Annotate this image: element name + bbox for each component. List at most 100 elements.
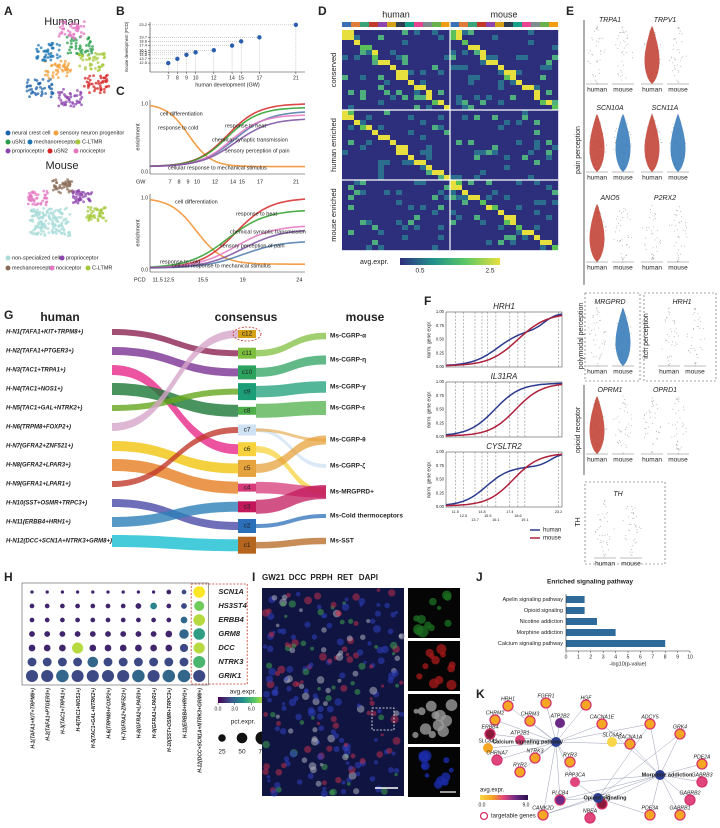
inset-signal	[433, 780, 443, 789]
heatmap-cell	[438, 150, 445, 156]
heatmap-cell	[528, 220, 535, 226]
heatmap-cell	[510, 30, 517, 36]
dot	[120, 631, 127, 637]
heatmap-cell	[438, 210, 445, 216]
umap-point	[30, 195, 34, 199]
heatmap-cell	[426, 105, 433, 111]
umap-point	[43, 223, 46, 227]
heatmap-cell	[552, 245, 559, 251]
inset-signal	[418, 752, 430, 763]
panel-letter: B	[116, 4, 125, 18]
zoom-box	[371, 707, 395, 731]
umap-point	[35, 55, 39, 59]
heatmap-cell	[546, 90, 553, 96]
heatmap-cell	[474, 85, 481, 91]
heatmap-cell	[534, 170, 541, 176]
cell-dot	[600, 50, 602, 52]
consensus-block	[238, 483, 256, 492]
heatmap-cell	[360, 85, 367, 91]
heatmap-cell	[522, 95, 529, 101]
heatmap-cell	[522, 175, 529, 181]
cluster-strip	[531, 22, 540, 27]
heatmap-cell	[492, 60, 499, 66]
heatmap-cell	[474, 75, 481, 81]
panel-letter: J	[476, 570, 483, 584]
heatmap-cell	[432, 245, 439, 251]
umap-point	[60, 186, 64, 190]
heatmap-cell	[456, 130, 463, 136]
cell-dot	[644, 421, 646, 423]
y-tick-label: 0.50	[436, 337, 445, 342]
cell-signal	[308, 762, 317, 770]
cell-signal	[395, 683, 400, 688]
heatmap-cell	[450, 145, 457, 151]
heatmap-cell	[414, 120, 421, 126]
heatmap-cell	[522, 205, 529, 211]
heatmap-cell	[486, 235, 493, 241]
category-label: Opioid signaling	[524, 608, 563, 614]
dot	[117, 669, 130, 683]
heatmap-cell	[384, 50, 391, 56]
cluster-strip	[387, 22, 396, 27]
heatmap-cell	[354, 65, 361, 71]
cell-signal	[340, 788, 347, 795]
cell-dot	[620, 75, 622, 77]
point	[238, 39, 244, 44]
heatmap-cell	[546, 190, 553, 196]
cell-dot	[661, 142, 663, 144]
heatmap-cell	[360, 110, 367, 116]
heatmap-cell	[546, 240, 553, 246]
heatmap-cell	[486, 210, 493, 216]
cell-dot	[677, 397, 679, 399]
cell-dot	[630, 432, 632, 434]
heatmap-cell	[348, 105, 355, 111]
heatmap-cell	[528, 145, 535, 151]
heatmap-cell	[468, 100, 475, 106]
heatmap-cell	[516, 115, 523, 121]
cell-dot	[674, 402, 676, 404]
cluster-strip	[459, 22, 468, 27]
heatmap-cell	[444, 70, 451, 76]
heatmap-cell	[504, 185, 511, 191]
colorbar-tick-label: 0.0	[479, 802, 486, 808]
heatmap-cell	[408, 80, 415, 86]
heatmap-cell	[432, 70, 439, 76]
cell-signal	[374, 610, 382, 617]
cell-dot	[682, 229, 684, 231]
heatmap-cell	[468, 175, 475, 181]
cell-dot	[620, 431, 622, 433]
cell-dot	[636, 531, 638, 533]
gene-node	[491, 754, 503, 766]
x-label: human	[642, 457, 662, 464]
umap-point	[28, 95, 31, 99]
heatmap-cell	[516, 60, 523, 66]
heatmap-cell	[444, 40, 451, 46]
heatmap-cell	[474, 180, 481, 186]
umap-point	[63, 32, 67, 36]
heatmap-cell	[540, 90, 547, 96]
heatmap-cell	[528, 95, 535, 101]
colorbar-tick-label: 9.0	[523, 802, 530, 808]
umap-point	[65, 71, 69, 75]
heatmap-cell	[354, 45, 361, 51]
heatmap-cell	[420, 60, 427, 66]
cell-dot	[687, 333, 689, 335]
heatmap-cell	[354, 35, 361, 41]
heatmap-cell	[444, 45, 451, 51]
heatmap-cell	[468, 140, 475, 146]
cell-dot	[620, 70, 622, 72]
cell-dot	[644, 415, 646, 417]
x-label: human	[659, 369, 679, 376]
enrichment-curve	[149, 229, 306, 269]
gene-node	[674, 728, 686, 740]
heatmap-cell	[396, 180, 403, 186]
heatmap-cell	[504, 60, 511, 66]
human-cluster: H-N9(GFRA1+LPAR1+)	[6, 482, 71, 488]
heatmap-cell	[552, 145, 559, 151]
heatmap-cell	[378, 230, 385, 236]
heatmap-cell	[522, 55, 529, 61]
heatmap-cell	[402, 175, 409, 181]
umap-point	[72, 105, 76, 108]
network-edge	[659, 774, 681, 816]
heatmap-cell	[420, 170, 427, 176]
